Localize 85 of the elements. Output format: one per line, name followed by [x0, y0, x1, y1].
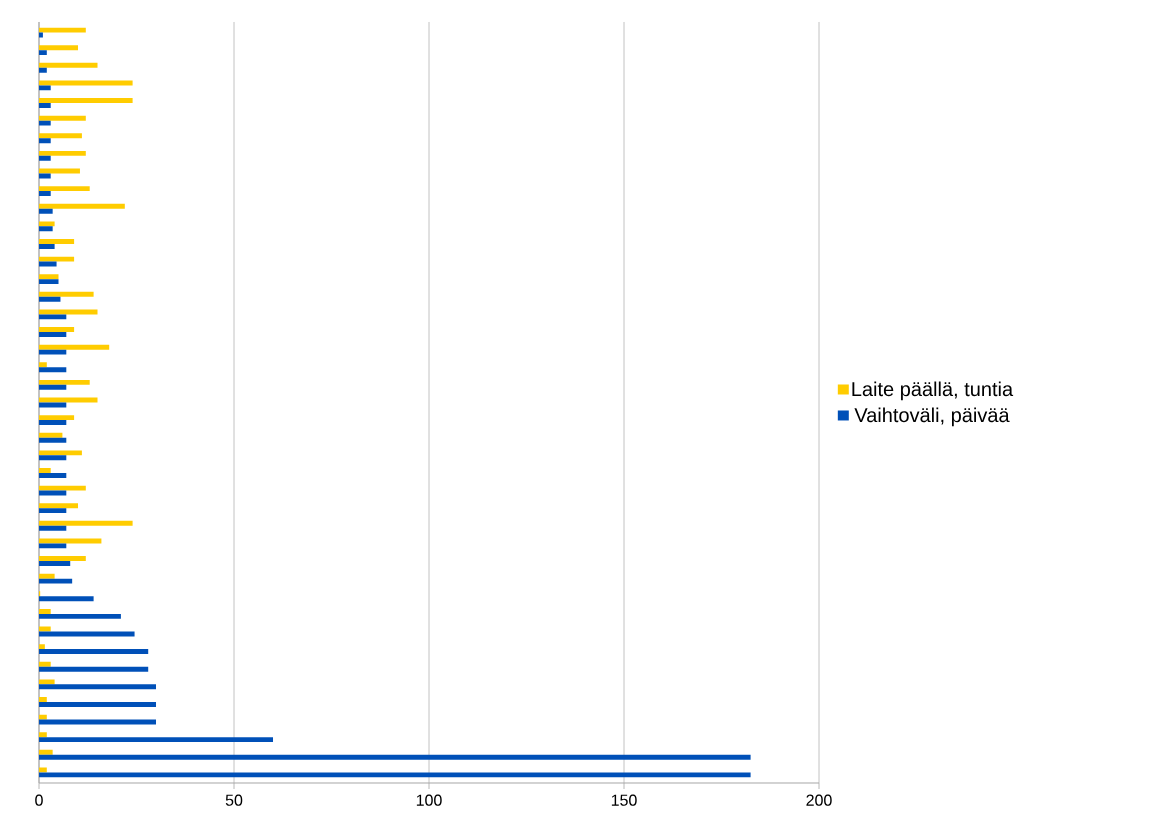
x-tick-label: 150 — [611, 794, 637, 806]
x-tick-label: 0 — [35, 794, 43, 806]
bar — [39, 697, 47, 702]
bar — [39, 203, 125, 209]
bar — [39, 661, 51, 667]
bar — [39, 150, 86, 156]
bar — [39, 754, 751, 760]
bar — [39, 27, 86, 33]
bar — [39, 472, 67, 478]
bar — [39, 186, 90, 192]
bar — [39, 274, 59, 280]
bar — [39, 508, 67, 514]
bar — [39, 485, 86, 491]
bar — [39, 578, 73, 584]
bar — [39, 256, 75, 262]
bar — [39, 50, 47, 56]
x-tick-label: 50 — [225, 794, 243, 806]
bar — [39, 631, 135, 637]
bar — [39, 239, 75, 244]
bar — [39, 772, 751, 778]
bar — [39, 344, 110, 350]
bar — [39, 120, 51, 126]
bar — [39, 67, 47, 73]
bar — [39, 468, 51, 473]
bar — [39, 226, 53, 232]
bar — [39, 309, 98, 315]
bar — [39, 349, 67, 355]
bar — [39, 556, 86, 562]
bar — [39, 402, 67, 408]
bar — [39, 525, 67, 531]
legend-label: Laite päällä, tuntia — [852, 381, 1014, 401]
bar — [39, 520, 133, 526]
bar — [39, 561, 71, 566]
bar — [39, 279, 59, 285]
bar — [39, 701, 157, 707]
bar — [39, 138, 51, 144]
bar — [39, 133, 82, 139]
bar — [39, 749, 53, 755]
bar — [39, 538, 102, 544]
bar — [39, 243, 55, 249]
bar — [39, 332, 67, 337]
bar — [39, 80, 133, 86]
bar — [39, 503, 79, 509]
bar — [39, 679, 55, 685]
bar — [39, 437, 67, 443]
bar — [39, 608, 51, 614]
bar — [39, 45, 79, 51]
bar — [39, 455, 67, 461]
bar — [39, 327, 75, 333]
bar — [39, 191, 51, 197]
bar — [39, 155, 51, 161]
bar — [39, 684, 157, 690]
bar — [39, 415, 75, 421]
bar — [39, 613, 121, 619]
bar — [39, 573, 55, 579]
bar — [39, 666, 149, 672]
bar — [39, 450, 82, 456]
bar — [39, 115, 86, 121]
bar — [39, 291, 94, 297]
x-tick-label: 200 — [806, 794, 832, 806]
bar — [39, 714, 47, 720]
bar — [39, 649, 149, 655]
x-tick-label: 100 — [416, 794, 442, 806]
bar — [39, 362, 47, 368]
bar — [39, 737, 274, 743]
bar — [39, 543, 67, 549]
bar — [39, 208, 53, 214]
bar — [39, 85, 51, 91]
bar — [39, 719, 157, 725]
bar — [39, 767, 47, 773]
bar — [39, 732, 47, 738]
bar — [39, 379, 90, 385]
bar — [39, 420, 67, 426]
bar — [39, 384, 67, 390]
bar — [39, 221, 55, 227]
bar — [39, 596, 94, 602]
bar — [39, 432, 63, 438]
bar — [39, 367, 67, 373]
legend-label: Vaihtoväli, päivää — [854, 407, 1010, 427]
bar — [39, 296, 61, 302]
bar — [39, 62, 98, 68]
bar — [39, 173, 51, 179]
bar — [39, 98, 133, 104]
bar — [39, 314, 67, 320]
bar — [39, 103, 51, 108]
